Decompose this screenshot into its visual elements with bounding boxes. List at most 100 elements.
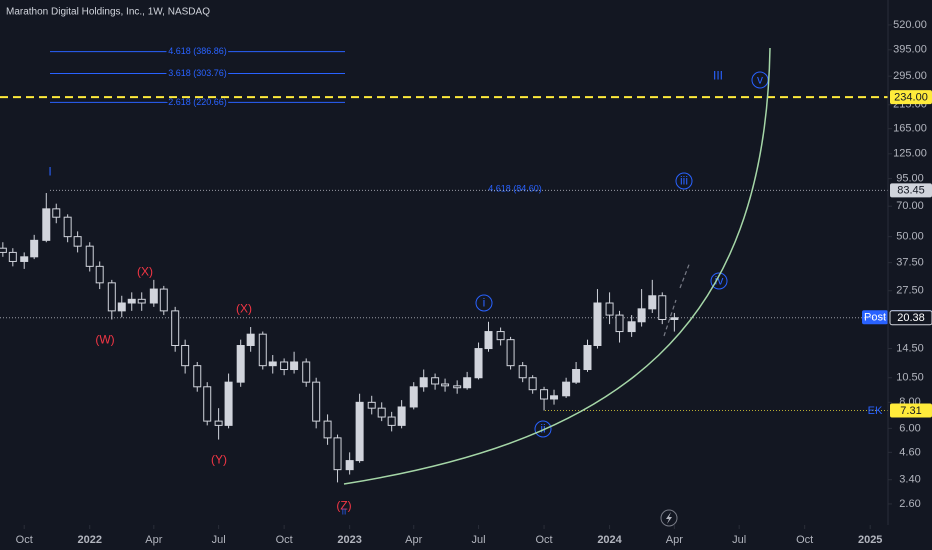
candle-body: [441, 383, 450, 387]
price-label: 234.00: [894, 92, 928, 104]
candle-body: [419, 377, 428, 388]
wave-label: (X): [137, 265, 153, 279]
candle-body: [658, 295, 667, 320]
candle-body: [593, 302, 602, 346]
fib-level-label: 3.618 (303.76): [168, 68, 227, 78]
candle-body: [302, 361, 311, 383]
y-tick-label: 295.00: [893, 70, 927, 82]
candle-body: [8, 251, 17, 262]
candle-body: [246, 333, 255, 346]
x-tick-label: Jul: [472, 534, 486, 546]
candle-body: [224, 381, 233, 426]
candle-body: [137, 298, 146, 304]
x-tick-label: 2023: [337, 534, 361, 546]
candle-body: [20, 256, 29, 262]
candle-body: [387, 416, 396, 426]
candle-body: [203, 386, 212, 422]
x-tick-label: 2025: [858, 534, 882, 546]
candle-body: [627, 321, 636, 333]
trend-curve: [343, 47, 771, 485]
y-tick-label: 27.50: [896, 285, 924, 297]
price-label: 83.45: [897, 185, 925, 197]
fib-level-label: 4.618 (386.86): [168, 46, 227, 56]
candle-body: [377, 407, 386, 418]
price-label-box: [890, 90, 932, 105]
candle-body: [214, 420, 223, 426]
x-tick-label: 2024: [597, 534, 622, 546]
candle-body: [637, 308, 646, 323]
candle-body: [290, 361, 299, 371]
x-tick-label: Apr: [145, 534, 162, 546]
wave-label: (X): [236, 302, 252, 316]
candle-body: [484, 331, 493, 350]
x-tick-label: Apr: [405, 534, 422, 546]
wave-label: iv: [715, 274, 724, 288]
x-tick-label: Jul: [212, 534, 226, 546]
candle-body: [236, 344, 245, 383]
candle-body: [159, 288, 168, 312]
candle-body: [409, 386, 418, 408]
candle-body: [30, 239, 39, 258]
replay-icon[interactable]: [660, 509, 678, 527]
y-tick-label: 14.50: [896, 342, 924, 354]
candle-body: [550, 395, 559, 400]
y-tick-label: 70.00: [896, 200, 924, 212]
x-tick-label: 2022: [77, 534, 101, 546]
wave-label: III: [713, 69, 723, 83]
candle-body: [280, 361, 289, 371]
wave-circle: [710, 272, 728, 290]
candle-body: [73, 236, 82, 247]
candle-body: [181, 344, 190, 367]
y-tick-label: 4.60: [899, 446, 920, 458]
candle-body: [149, 288, 158, 304]
candle-body: [127, 298, 136, 304]
y-tick-label: 395.00: [893, 44, 927, 56]
candle-body: [605, 302, 614, 316]
candle-body: [562, 381, 571, 397]
candle-body: [463, 377, 472, 389]
candle-body: [355, 401, 364, 462]
price-label-box: [889, 310, 932, 326]
candle-body: [107, 282, 116, 312]
wave-label: v: [757, 73, 763, 87]
candle-body: [0, 247, 7, 253]
price-label-box: [890, 183, 932, 198]
x-tick-label: Apr: [666, 534, 683, 546]
candle-body: [85, 245, 94, 267]
y-tick-label: 520.00: [893, 19, 927, 31]
candle-body: [518, 365, 527, 379]
price-label: 7.31: [900, 405, 921, 417]
wave-label: (W): [95, 333, 114, 347]
y-tick-label: 6.00: [899, 422, 920, 434]
candle-body: [63, 216, 72, 238]
candle-body: [117, 302, 126, 312]
chart-title: Marathon Digital Holdings, Inc., 1W, NAS…: [6, 7, 210, 18]
candle-body: [615, 314, 624, 333]
candle-body: [670, 317, 679, 320]
y-tick-label: 10.50: [896, 372, 924, 384]
icon-circle: [660, 509, 678, 527]
candle-body: [95, 265, 104, 284]
candle-body: [171, 310, 180, 346]
wave-circle: [675, 172, 693, 190]
wave-label: (Y): [211, 453, 227, 467]
price-tag: Post: [864, 312, 886, 324]
y-tick-label: 50.00: [896, 231, 924, 243]
y-tick-label: 165.00: [893, 123, 927, 135]
candle-body: [453, 385, 462, 389]
candle-body: [528, 377, 537, 391]
x-tick-label: Oct: [16, 534, 33, 546]
candle-body: [431, 377, 440, 385]
candle-body: [648, 295, 657, 310]
candle-body: [52, 208, 61, 218]
price-tag: EK: [868, 405, 883, 417]
candle-body: [268, 361, 277, 367]
y-tick-label: 37.50: [896, 257, 924, 269]
candle-body: [496, 331, 505, 341]
candle-body: [572, 369, 581, 383]
candle-body: [506, 339, 515, 367]
wave-label: i: [483, 296, 486, 310]
candle-body: [583, 344, 592, 371]
x-tick-label: Jul: [732, 534, 746, 546]
